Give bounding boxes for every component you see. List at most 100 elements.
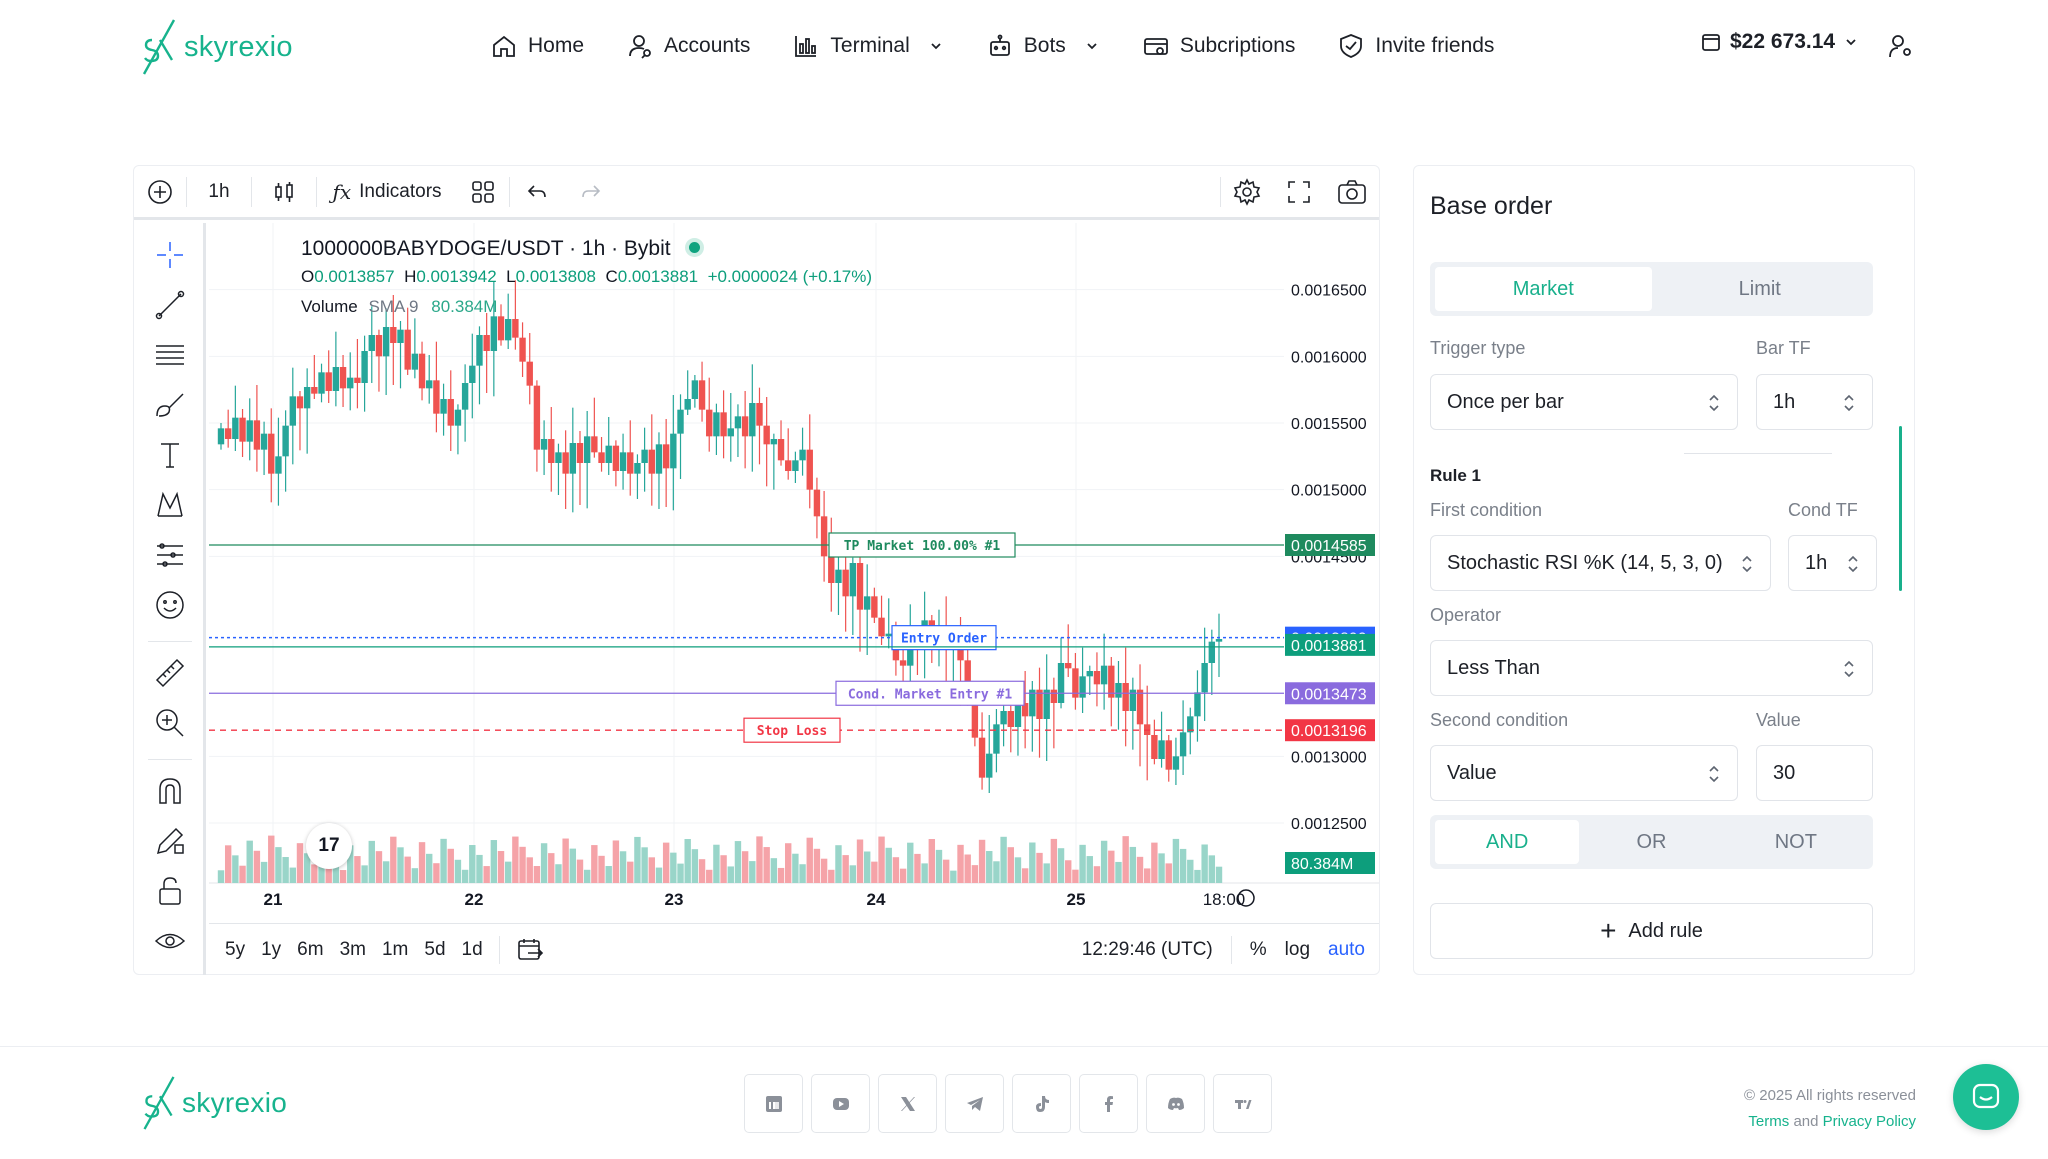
clock-display[interactable]: 12:29:46 (UTC) [1081,939,1213,960]
nav-accounts[interactable]: Accounts [626,28,750,64]
discord-link[interactable] [1146,1074,1205,1133]
high-value: 0.0013942 [416,267,497,286]
range-1y[interactable]: 1y [261,938,282,960]
tab-or[interactable]: OR [1636,830,1667,853]
nav-invite-friends[interactable]: Invite friends [1337,28,1494,64]
bar-tf-select[interactable]: 1h [1756,374,1873,430]
telegram-link[interactable] [945,1074,1004,1133]
tab-and[interactable]: AND [1435,820,1580,864]
tradingview-logo-icon[interactable]: 17 [306,823,352,869]
unlock-tool[interactable] [152,873,188,909]
candle [533,385,541,450]
volume-bar [303,853,311,883]
trend-line-tool[interactable] [152,287,188,323]
facebook-link[interactable] [1079,1074,1138,1133]
candle [217,428,225,445]
tiktok-link[interactable] [1012,1074,1071,1133]
linkedin-link[interactable] [744,1074,803,1133]
nav-home[interactable]: Home [490,28,584,64]
candle [1014,703,1022,727]
pattern-tool[interactable] [152,487,188,523]
user-settings-icon[interactable] [1888,33,1914,59]
interval-button[interactable]: 1h [208,180,230,202]
redo-button[interactable] [564,165,618,219]
candle [260,433,268,450]
fib-tool[interactable] [152,337,188,373]
first-condition-select[interactable]: Stochastic RSI %K (14, 5, 3, 0) [1430,535,1771,591]
percent-toggle[interactable]: % [1249,939,1267,960]
ruler-tool[interactable] [152,655,188,691]
zoom-tool[interactable] [152,705,188,741]
candle [863,596,871,610]
balance-dropdown[interactable]: $22 673.14 [1700,30,1859,54]
telegram-icon [966,1096,983,1111]
candle [1043,689,1050,719]
updown-chevron-icon [1844,394,1854,412]
log-toggle[interactable]: log [1284,939,1311,960]
chart-settings-button[interactable] [1221,165,1273,219]
add-symbol-button[interactable] [134,165,186,219]
cond-tf-select[interactable]: 1h [1788,535,1877,591]
brush-tool[interactable] [152,387,188,423]
range-3m[interactable]: 3m [339,938,366,960]
candle [813,489,821,517]
terms-link[interactable]: Terms [1748,1113,1790,1130]
range-6m[interactable]: 6m [297,938,324,960]
magnet-tool[interactable] [152,773,188,809]
candle [490,316,498,351]
range-5d[interactable]: 5d [424,938,446,960]
prediction-tool[interactable] [152,537,188,573]
second-condition-select[interactable]: Value [1430,745,1738,801]
nav-bots[interactable]: Bots [986,28,1100,64]
undo-button[interactable] [510,165,564,219]
scrollbar[interactable] [1899,426,1902,591]
volume-bar [540,843,548,883]
nav-subscriptions[interactable]: Subcriptions [1142,28,1295,64]
volume-bar [605,866,612,883]
volume-bar [1072,869,1079,883]
nav-terminal[interactable]: Terminal [792,28,943,64]
chart-area[interactable]: 0.0016500 0.0016000 0.0015500 0.0015000 0.00… [209,223,1379,913]
crosshair-tool[interactable] [152,237,188,273]
tradingview-link[interactable] [1213,1074,1272,1133]
value-label: Value [1756,710,1801,730]
logo[interactable]: skyrexio [140,18,293,76]
add-rule-button[interactable]: + Add rule [1430,903,1873,959]
range-5y[interactable]: 5y [225,938,246,960]
screenshot-button[interactable] [1325,165,1379,219]
tab-not[interactable]: NOT [1774,830,1817,853]
range-1m[interactable]: 1m [381,938,409,960]
icon-tool[interactable] [152,587,188,623]
volume-bar [598,855,605,883]
range-1d[interactable]: 1d [461,938,483,960]
fullscreen-button[interactable] [1273,165,1325,219]
x-link[interactable] [878,1074,937,1133]
candle [476,335,483,366]
volume-bar [684,839,691,883]
volume-bar [892,857,900,883]
toolbar-divider [509,176,510,207]
text-tool[interactable] [152,437,188,473]
volume-bar [347,845,354,883]
price-chart[interactable]: 0.0016500 0.0016000 0.0015500 0.0015000 0.00… [209,223,1379,913]
tab-market[interactable]: Market [1435,267,1652,311]
candle [698,380,706,410]
value-input[interactable]: 30 [1756,745,1873,801]
price-axis-badge [1285,719,1375,742]
goto-date-button[interactable] [516,937,544,963]
hide-drawings-tool[interactable] [152,923,188,959]
layouts-button[interactable] [457,165,509,219]
auto-toggle[interactable]: auto [1328,939,1365,960]
x-axis-tick: 23 [665,890,684,909]
trigger-type-select[interactable]: Once per bar [1430,374,1738,430]
privacy-policy-link[interactable]: Privacy Policy [1822,1113,1916,1130]
youtube-link[interactable] [811,1074,870,1133]
lock-drawings-tool[interactable] [152,823,188,859]
chart-type-button[interactable] [252,165,316,219]
indicators-button[interactable]: ƒx Indicators [317,165,457,219]
volume-bar [648,857,655,883]
operator-select[interactable]: Less Than [1430,640,1873,696]
footer-logo[interactable]: skyrexio [140,1075,287,1131]
chat-support-button[interactable] [1953,1064,2019,1130]
tab-limit[interactable]: Limit [1738,277,1781,300]
